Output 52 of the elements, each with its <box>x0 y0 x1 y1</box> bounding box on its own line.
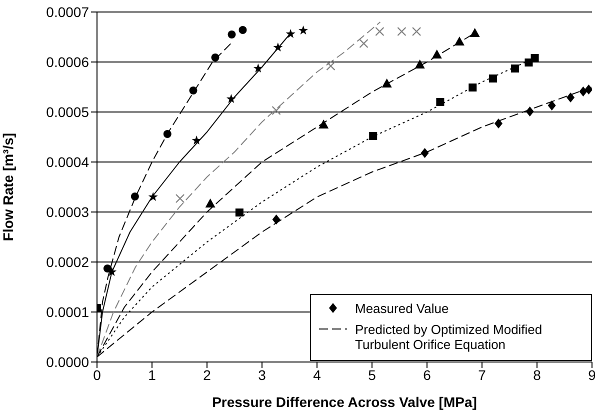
point <box>548 100 556 110</box>
x-tick-label: 0 <box>93 366 102 383</box>
point <box>420 148 429 158</box>
y-tick-label: 0.0007 <box>46 4 90 20</box>
point <box>470 28 480 37</box>
x-tick-label: 9 <box>588 366 595 383</box>
point <box>436 98 444 106</box>
point <box>369 132 378 140</box>
point <box>272 106 281 116</box>
x-tick-label: 8 <box>533 366 542 383</box>
x-axis-title: Pressure Difference Across Valve [MPa] <box>212 394 477 410</box>
point <box>228 30 236 38</box>
point <box>326 61 336 71</box>
y-tick-label: 0.0002 <box>46 254 90 270</box>
x-tick-label: 6 <box>423 366 432 383</box>
point <box>566 92 575 102</box>
point <box>494 118 502 128</box>
point <box>103 264 112 272</box>
x-tick-label: 4 <box>313 366 322 383</box>
point <box>468 84 477 92</box>
point <box>584 84 592 94</box>
legend-label: Predicted by Optimized Modified Turbulent Orifice Equation <box>355 322 544 352</box>
point <box>130 192 139 200</box>
point <box>397 26 406 36</box>
point <box>489 74 497 82</box>
point <box>175 194 185 204</box>
point <box>286 29 296 38</box>
point <box>235 208 244 216</box>
legend-label: Measured Value <box>355 301 449 316</box>
y-axis-title: Flow Rate [m³/s] <box>0 132 16 242</box>
point <box>526 106 534 116</box>
x-tick-label: 5 <box>368 366 376 383</box>
point <box>238 26 247 34</box>
y-tick-label: 0.0004 <box>46 154 90 170</box>
point <box>298 26 308 35</box>
y-tick-label: 0.0003 <box>46 204 90 220</box>
y-tick-label: 0.0000 <box>46 354 90 370</box>
point <box>382 78 392 88</box>
x-tick-label: 3 <box>258 366 266 383</box>
y-tick-label: 0.0005 <box>46 104 90 120</box>
y-tick-label: 0.0006 <box>46 54 90 70</box>
point <box>414 60 425 68</box>
point <box>375 26 384 36</box>
x-tick-label: 7 <box>478 366 486 383</box>
x-tick-label: 1 <box>148 366 156 383</box>
point <box>359 38 368 48</box>
y-tick-label: 0.0001 <box>46 304 90 320</box>
point <box>511 64 519 72</box>
point <box>530 54 539 62</box>
point <box>412 26 422 36</box>
x-tick-label: 2 <box>203 366 212 383</box>
point <box>205 198 216 208</box>
